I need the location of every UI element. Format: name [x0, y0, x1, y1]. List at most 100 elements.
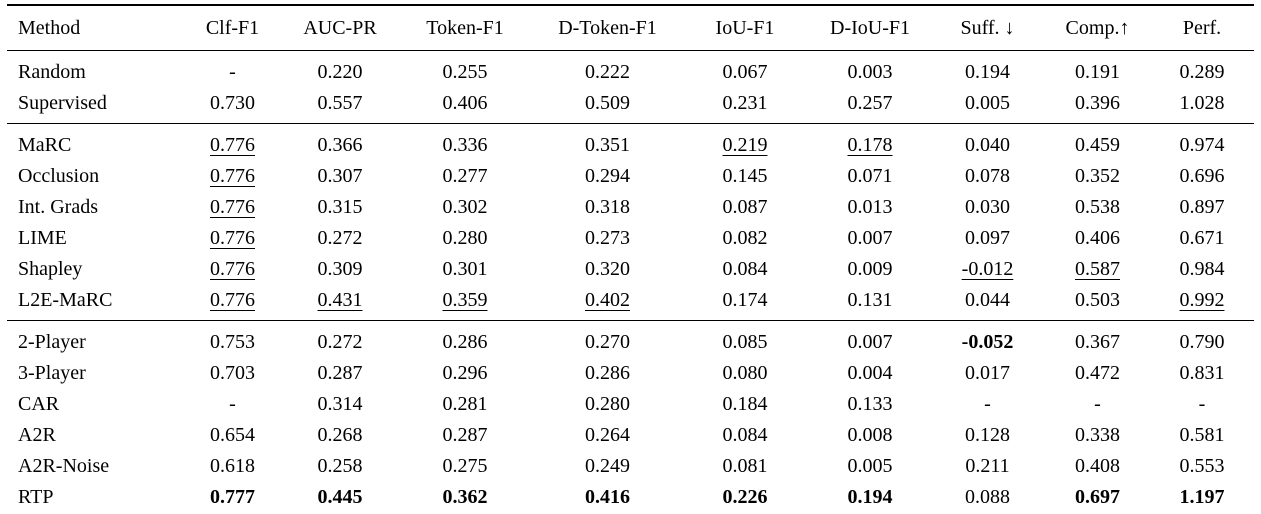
- cell-value: 1.028: [1179, 92, 1225, 114]
- cell-value: 0.194: [847, 486, 893, 508]
- value-cell: 0.671: [1150, 223, 1254, 254]
- value-cell: -: [180, 389, 285, 420]
- value-cell: 0.296: [395, 358, 535, 389]
- cell-value: 0.557: [317, 92, 363, 114]
- cell-value: 0.362: [442, 486, 488, 508]
- cell-value: 0.004: [847, 362, 893, 384]
- value-cell: 0.301: [395, 254, 535, 285]
- value-cell: 0.231: [680, 88, 810, 124]
- value-cell: 0.277: [395, 161, 535, 192]
- cell-value: 0.174: [722, 289, 768, 311]
- table-row: Supervised 0.730 0.557 0.406 0.509 0.231 0.257…: [7, 88, 1254, 124]
- cell-value: 0.082: [722, 227, 768, 249]
- value-cell: 0.402: [535, 285, 680, 321]
- cell-value: 0.003: [847, 61, 893, 83]
- value-cell: 0.273: [535, 223, 680, 254]
- cell-value: 0.406: [1075, 227, 1120, 249]
- cell-value: 0.084: [722, 424, 768, 446]
- cell-value: 0.005: [965, 92, 1010, 114]
- value-cell: -: [930, 389, 1045, 420]
- cell-value: 0.280: [442, 227, 488, 249]
- value-cell: 0.287: [395, 420, 535, 451]
- cell-value: 0.538: [1075, 196, 1120, 218]
- value-cell: 0.416: [535, 482, 680, 514]
- cell-value: 0.088: [965, 486, 1010, 508]
- cell-value: 0.503: [1075, 289, 1120, 311]
- value-cell: 0.472: [1045, 358, 1150, 389]
- cell-value: 0.671: [1179, 227, 1225, 249]
- cell-value: 0.654: [210, 424, 255, 446]
- method-label: L2E-MaRC: [18, 289, 113, 311]
- value-cell: 0.459: [1045, 124, 1150, 162]
- cell-value: 0.553: [1179, 455, 1225, 477]
- table-row: MaRC 0.776 0.366 0.336 0.351 0.219 0.178 0.040 0…: [7, 124, 1254, 162]
- paper-results-table-figure: Method Clf-F1 AUC-PR Token-F1 D-Token-F1 IoU-…: [0, 4, 1261, 514]
- value-cell: 0.258: [285, 451, 395, 482]
- cell-value: 0.974: [1179, 134, 1225, 156]
- cell-value: 0.007: [847, 331, 893, 353]
- cell-value: 0.301: [442, 258, 488, 280]
- value-cell: 0.264: [535, 420, 680, 451]
- value-cell: 0.320: [535, 254, 680, 285]
- table-row: A2R-Noise 0.618 0.258 0.275 0.249 0.081 0.005 0…: [7, 451, 1254, 482]
- value-cell: 0.351: [535, 124, 680, 162]
- cell-value: 0.776: [210, 258, 255, 280]
- cell-value: 0.402: [585, 289, 630, 311]
- value-cell: 0.654: [180, 420, 285, 451]
- value-cell: 0.776: [180, 161, 285, 192]
- value-cell: 0.211: [930, 451, 1045, 482]
- cell-value: 0.145: [722, 165, 768, 187]
- cell-value: 0.897: [1179, 196, 1225, 218]
- cell-value: 0.264: [585, 424, 630, 446]
- cell-value: 0.257: [847, 92, 893, 114]
- value-cell: 0.270: [535, 321, 680, 359]
- value-cell: 0.318: [535, 192, 680, 223]
- value-cell: 0.307: [285, 161, 395, 192]
- value-cell: 0.082: [680, 223, 810, 254]
- column-header: D-Token-F1: [558, 16, 657, 39]
- cell-value: 0.581: [1179, 424, 1225, 446]
- cell-value: 0.307: [317, 165, 363, 187]
- value-cell: 0.538: [1045, 192, 1150, 223]
- value-cell: 0.697: [1045, 482, 1150, 514]
- cell-value: 0.408: [1075, 455, 1120, 477]
- cell-value: 0.730: [210, 92, 255, 114]
- cell-value: 0.287: [442, 424, 488, 446]
- cell-value: 0.472: [1075, 362, 1120, 384]
- value-cell: 0.071: [810, 161, 930, 192]
- value-cell: 0.696: [1150, 161, 1254, 192]
- cell-value: 0.067: [722, 61, 768, 83]
- value-cell: 0.352: [1045, 161, 1150, 192]
- cell-value: 0.275: [442, 455, 488, 477]
- cell-value: 1.197: [1179, 486, 1225, 508]
- cell-value: 0.273: [585, 227, 630, 249]
- value-cell: 0.067: [680, 51, 810, 89]
- value-cell: 0.367: [1045, 321, 1150, 359]
- value-cell: 0.194: [930, 51, 1045, 89]
- value-cell: 0.286: [395, 321, 535, 359]
- cell-value: 0.697: [1075, 486, 1120, 508]
- cell-value: 0.286: [442, 331, 488, 353]
- value-cell: 0.776: [180, 223, 285, 254]
- value-cell: 0.777: [180, 482, 285, 514]
- value-cell: 0.272: [285, 321, 395, 359]
- cell-value: 0.270: [585, 331, 630, 353]
- value-cell: 0.730: [180, 88, 285, 124]
- cell-value: 0.366: [317, 134, 363, 156]
- value-cell: 0.618: [180, 451, 285, 482]
- value-cell: 0.557: [285, 88, 395, 124]
- table-row: CAR - 0.314 0.281 0.280 0.184 0.133 - - -: [7, 389, 1254, 420]
- cell-value: 0.191: [1075, 61, 1120, 83]
- cell-value: 0.281: [442, 393, 488, 415]
- value-cell: 0.281: [395, 389, 535, 420]
- cell-value: 0.776: [210, 227, 255, 249]
- cell-value: 0.013: [847, 196, 893, 218]
- cell-value: 0.587: [1075, 258, 1120, 280]
- value-cell: 0.005: [930, 88, 1045, 124]
- cell-value: 0.222: [585, 61, 630, 83]
- column-header: Token-F1: [426, 16, 504, 39]
- value-cell: 1.197: [1150, 482, 1254, 514]
- cell-value: 0.753: [210, 331, 255, 353]
- cell-value: 0.406: [442, 92, 488, 114]
- cell-value: 0.131: [847, 289, 893, 311]
